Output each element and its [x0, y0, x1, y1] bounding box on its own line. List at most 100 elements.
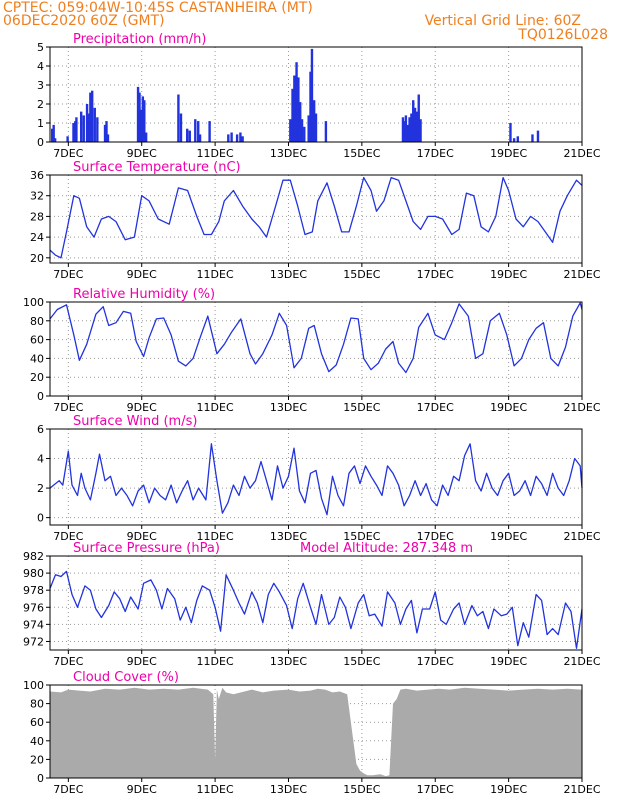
wind-frame: [49, 428, 583, 526]
temperature-panel: 20 24 28 32 36 7DEC 9DEC 11DEC 13DEC 15DEC 17DEC 19…: [30, 160, 601, 281]
pressure-ytick-label: 974: [23, 618, 44, 631]
precipitation-bar: [419, 119, 422, 142]
temperature-xtick-label: 21DEC: [563, 268, 600, 281]
precipitation-bar: [512, 138, 516, 142]
precipitation-bar: [227, 134, 230, 142]
precipitation-bar: [412, 100, 415, 142]
precipitation-bar: [75, 117, 78, 142]
precipitation-bar: [72, 123, 75, 142]
wind-xtick-label: 13DEC: [270, 530, 307, 543]
temperature-line: [49, 176, 583, 259]
humidity-xtick-label: 15DEC: [343, 401, 380, 414]
pressure-panel: 972 974 976 978 980 982 7DEC 9DEC 11DEC 13DEC 15DE…: [23, 541, 601, 668]
humidity-xtick-label: 17DEC: [417, 401, 454, 414]
cloud-ytick-label: 20: [30, 753, 44, 766]
cloud-xtick-label: 9DEC: [127, 783, 157, 796]
precipitation-bar: [106, 134, 110, 142]
pressure-xtick-label: 13DEC: [270, 655, 307, 668]
precipitation-bar: [144, 132, 148, 142]
wind-xtick-label: 11DEC: [197, 530, 234, 543]
header-date: 06DEC2020 60Z (GMT): [3, 13, 165, 29]
precipitation-xtick-label: 19DEC: [490, 147, 527, 160]
pressure-xtick-label: 19DEC: [490, 655, 527, 668]
wind-xtick-label: 19DEC: [490, 530, 527, 543]
precipitation-bar: [51, 128, 54, 142]
header-grid-note: Vertical Grid Line: 60Z: [424, 13, 581, 29]
precipitation-xtick-label: 13DEC: [270, 147, 307, 160]
temperature-xtick-label: 11DEC: [197, 268, 234, 281]
precipitation-bar: [53, 138, 57, 142]
pressure-ytick-label: 972: [23, 635, 44, 648]
precipitation-bar: [401, 117, 405, 142]
precipitation-bar: [197, 121, 200, 142]
wind-xtick-label: 15DEC: [343, 530, 380, 543]
precipitation-bar: [300, 119, 304, 142]
precipitation-xtick-label: 11DEC: [197, 147, 234, 160]
precipitation-ytick-label: 3: [37, 79, 44, 92]
cloud-xtick-label: 13DEC: [270, 783, 307, 796]
precipitation-bar: [52, 124, 55, 142]
precipitation-bar: [87, 113, 91, 142]
precipitation-bar: [324, 121, 328, 142]
cloud-ytick-label: 0: [37, 772, 44, 785]
precipitation-bar: [177, 94, 180, 142]
cloud-xtick-label: 15DEC: [343, 783, 380, 796]
temperature-ytick-label: 24: [30, 231, 44, 244]
precipitation-xtick-label: 7DEC: [53, 147, 83, 160]
cloud-ytick-label: 100: [23, 679, 44, 692]
precipitation-bar: [417, 94, 420, 142]
precipitation-ytick-label: 0: [37, 136, 44, 149]
precipitation-bar: [179, 113, 183, 142]
humidity-ytick-label: 20: [30, 371, 44, 384]
cloud-frame: [49, 684, 583, 779]
precipitation-bar: [235, 134, 239, 142]
pressure-ytick-label: 976: [23, 601, 44, 614]
precipitation-title: Precipitation (mm/h): [73, 32, 206, 47]
humidity-title: Relative Humidity (%): [73, 287, 215, 302]
cloud-xtick-label: 19DEC: [490, 783, 527, 796]
temperature-xtick-label: 7DEC: [53, 268, 83, 281]
precipitation-bar: [289, 119, 292, 142]
wind-xtick-label: 21DEC: [563, 530, 600, 543]
cloud-ytick-label: 80: [30, 698, 44, 711]
pressure-annotation: Model Altitude: 287.348 m: [300, 541, 473, 556]
precipitation-bar: [194, 119, 197, 142]
wind-ytick-label: 2: [37, 482, 44, 495]
humidity-ytick-label: 80: [30, 315, 44, 328]
pressure-xtick-label: 15DEC: [343, 655, 380, 668]
humidity-frame: [49, 301, 583, 397]
precipitation-bar: [404, 115, 408, 142]
cloud-xtick-label: 21DEC: [563, 783, 600, 796]
precipitation-bar: [312, 100, 316, 142]
temperature-title: Surface Temperature (nC): [73, 160, 241, 175]
wind-xtick-label: 7DEC: [53, 530, 83, 543]
precipitation-bar: [516, 136, 519, 142]
precipitation-xtick-label: 17DEC: [417, 147, 454, 160]
precipitation-bar: [105, 121, 108, 142]
precipitation-bar: [103, 124, 107, 142]
precipitation-bar: [141, 96, 145, 142]
precipitation-bar: [186, 128, 189, 142]
header-run-id: TQ0126L028: [518, 27, 608, 43]
precipitation-bar: [79, 111, 83, 142]
pressure-ytick-label: 978: [23, 584, 44, 597]
humidity-ytick-label: 60: [30, 334, 44, 347]
precipitation-bar: [230, 132, 233, 142]
precipitation-bar: [293, 75, 296, 142]
precipitation-xtick-label: 21DEC: [563, 147, 600, 160]
pressure-line: [49, 570, 583, 649]
pressure-xtick-label: 21DEC: [563, 655, 600, 668]
cloud-xtick-label: 11DEC: [197, 783, 234, 796]
precipitation-bar: [303, 126, 306, 142]
precipitation-ytick-label: 1: [37, 117, 44, 130]
temperature-xtick-label: 19DEC: [490, 268, 527, 281]
wind-xtick-label: 9DEC: [127, 530, 157, 543]
precipitation-bar: [140, 109, 143, 142]
humidity-xtick-label: 7DEC: [53, 401, 83, 414]
precipitation-bar: [291, 88, 294, 142]
precipitation-bar: [241, 136, 244, 142]
humidity-xtick-label: 21DEC: [563, 401, 600, 414]
wind-panel: 0 2 4 6 7DEC 9DEC 11DEC 13DEC 15DEC 17DEC 19DEC 21D…: [37, 414, 601, 543]
precipitation-bar: [96, 117, 99, 142]
pressure-xtick-label: 7DEC: [53, 655, 83, 668]
